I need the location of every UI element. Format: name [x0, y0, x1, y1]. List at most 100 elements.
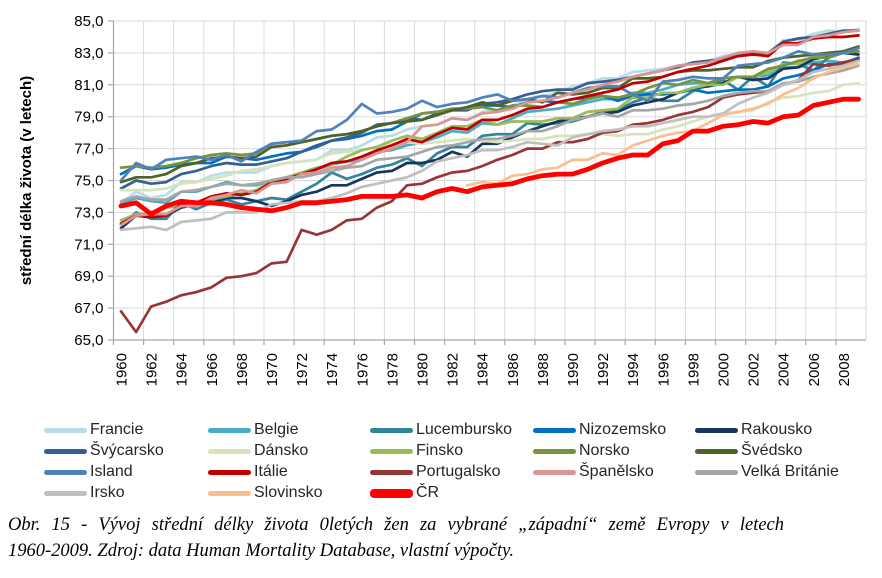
legend-swatch-icon	[44, 490, 87, 496]
legend-item-17: ČR	[370, 484, 439, 502]
legend-label: Lucembursko	[416, 421, 513, 438]
y-tick-label: 83,0	[74, 45, 103, 62]
legend-label: Irsko	[90, 484, 125, 501]
series-line-16	[465, 62, 860, 187]
y-tick-label: 77,0	[74, 141, 103, 158]
legend-item-12: Portugalsko	[370, 463, 501, 481]
x-tick-label: 1980	[415, 353, 432, 386]
caption-line-2: 1960-2009. Zdroj: data Human Mortality D…	[8, 540, 514, 561]
legend-swatch-icon	[533, 448, 576, 454]
x-tick-label: 1962	[144, 353, 161, 386]
x-tick-label: 1978	[384, 353, 401, 386]
legend-swatch-icon	[208, 490, 251, 496]
legend-label: ČR	[416, 484, 440, 501]
legend-swatch-icon	[370, 469, 413, 475]
x-tick-label: 1984	[475, 353, 492, 386]
legend-swatch-icon	[208, 448, 251, 454]
x-tick-label: 1972	[294, 353, 311, 386]
x-tick-label: 1986	[505, 353, 522, 386]
series-line-15	[119, 59, 860, 232]
figure-caption: Obr. 15 - Vývoj střední délky života 0le…	[8, 513, 876, 564]
legend-label: Belgie	[254, 421, 299, 438]
legend-item-15: Irsko	[44, 484, 125, 502]
series-line-12	[119, 57, 860, 334]
legend-swatch-icon	[370, 427, 413, 433]
legend-swatch-icon	[533, 469, 576, 475]
series-line-11	[119, 34, 860, 225]
legend-item-8: Norsko	[533, 442, 630, 460]
y-tick-label: 67,0	[74, 300, 103, 317]
legend-item-7: Finsko	[370, 442, 463, 460]
legend-label: Rakousko	[741, 421, 813, 438]
y-tick-label: 79,0	[74, 109, 103, 126]
x-tick-label: 1998	[685, 353, 702, 386]
legend-swatch-icon	[695, 448, 738, 454]
legend-label: Portugalsko	[416, 463, 501, 480]
series-line-2	[119, 46, 860, 227]
legend-swatch-icon	[44, 469, 87, 475]
x-tick-label: 1982	[445, 353, 462, 386]
legend-label: Švédsko	[741, 442, 803, 459]
x-tick-label: 1976	[354, 353, 371, 386]
legend-label: Švýcarsko	[90, 442, 164, 459]
x-tick-label: 1996	[655, 353, 672, 386]
series-line-8	[119, 49, 860, 170]
legend-label: Slovinsko	[254, 484, 323, 501]
y-tick-label: 73,0	[74, 204, 103, 221]
legend-label: Velká Británie	[741, 463, 839, 480]
x-tick-label: 2000	[716, 353, 733, 386]
legend-label: Island	[90, 463, 133, 480]
series-line-17	[118, 96, 861, 217]
x-tick-label: 1992	[595, 353, 612, 386]
x-tick-label: 1988	[535, 353, 552, 386]
legend-swatch-icon	[370, 488, 413, 498]
x-tick-label: 2008	[836, 353, 853, 386]
legend-item-10: Island	[44, 463, 133, 481]
legend-item-3: Nizozemsko	[533, 421, 666, 439]
legend-label: Španělsko	[579, 463, 654, 480]
series-line-10	[119, 46, 860, 182]
series-line-14	[119, 64, 860, 203]
x-tick-label: 1966	[204, 353, 221, 386]
legend-item-1: Belgie	[208, 421, 298, 439]
legend-swatch-icon	[370, 448, 413, 454]
line-chart: 85,0 83,0 81,0 79,0 77,0 75,0 73,0 71,0 69,0 67,0…	[18, 13, 867, 386]
legend-item-4: Rakousko	[695, 421, 812, 439]
legend-item-6: Dánsko	[208, 442, 308, 460]
y-tick-label: 75,0	[74, 173, 103, 190]
legend-swatch-icon	[44, 427, 87, 433]
legend-label: Francie	[90, 421, 144, 438]
legend-item-13: Španělsko	[533, 463, 654, 481]
x-tick-label: 1990	[565, 353, 582, 386]
legend-swatch-icon	[533, 427, 576, 433]
x-tick-label: 1970	[264, 353, 281, 386]
legend-swatch-icon	[208, 427, 251, 433]
legend-swatch-icon	[695, 427, 738, 433]
legend-item-5: Švýcarsko	[44, 442, 164, 460]
legend-item-9: Švédsko	[695, 442, 802, 460]
x-tick-label: 1968	[234, 353, 251, 386]
x-tick-label: 2006	[806, 353, 823, 386]
legend-label: Norsko	[579, 442, 630, 459]
legend-swatch-icon	[695, 469, 738, 475]
legend-item-2: Lucembursko	[370, 421, 512, 439]
x-tick-label: 2002	[746, 353, 763, 386]
legend-swatch-icon	[208, 469, 251, 475]
legend-item-11: Itálie	[208, 463, 288, 481]
legend-label: Itálie	[254, 463, 288, 480]
y-tick-label: 71,0	[74, 236, 103, 253]
y-tick-label: 85,0	[74, 13, 103, 30]
x-tick-label: 1994	[625, 353, 642, 386]
legend-label: Dánsko	[254, 442, 309, 459]
x-tick-label: 1960	[114, 353, 131, 386]
y-tick-label: 69,0	[74, 268, 103, 285]
y-tick-label: 65,0	[74, 332, 103, 349]
x-tick-label: 2004	[776, 353, 793, 386]
caption-line-1: Obr. 15 - Vývoj střední délky života 0le…	[8, 515, 785, 535]
series-line-13	[119, 29, 860, 227]
legend-item-0: Francie	[44, 421, 143, 439]
x-tick-label: 1964	[174, 353, 191, 386]
legend-label: Finsko	[416, 442, 464, 459]
y-tick-label: 81,0	[74, 77, 103, 94]
